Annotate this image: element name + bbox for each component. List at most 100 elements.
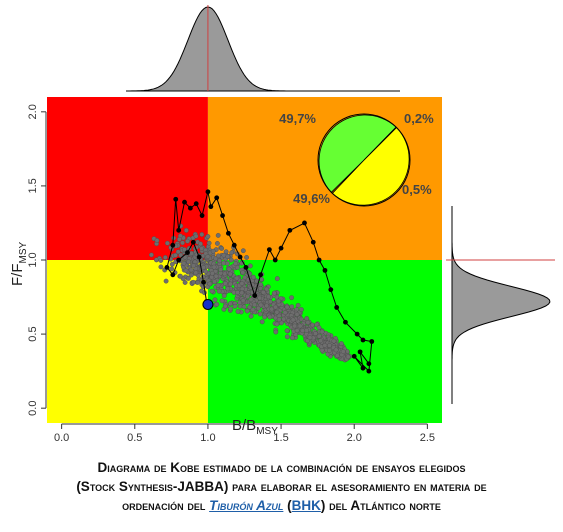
cloud-point bbox=[193, 233, 199, 239]
cloud-point bbox=[250, 274, 256, 280]
cloud-point bbox=[294, 328, 300, 333]
cloud-point bbox=[327, 342, 332, 348]
pie-chart: 49,7% 0,2% 49,6% 0,5% bbox=[279, 111, 434, 207]
pie-label: 49,6% bbox=[293, 191, 330, 206]
cloud-point bbox=[176, 236, 182, 242]
cloud-point bbox=[209, 270, 215, 276]
cloud-point bbox=[215, 253, 221, 259]
trajectory-point bbox=[182, 199, 187, 205]
trajectory-point bbox=[354, 331, 360, 337]
trajectory-point bbox=[226, 230, 231, 236]
cloud-point bbox=[225, 286, 231, 292]
plot-panel: 49,7% 0,2% 49,6% 0,5% bbox=[47, 97, 442, 423]
cloud-point bbox=[221, 293, 227, 299]
cloud-point bbox=[219, 245, 225, 251]
cloud-point bbox=[345, 354, 351, 360]
cloud-point bbox=[298, 307, 304, 312]
cloud-point bbox=[227, 301, 233, 306]
cloud-point bbox=[257, 295, 263, 301]
caption-line-2: (Stock Synthesis-JABBA) para elaborar el… bbox=[76, 479, 487, 494]
caption-text: ordenación del bbox=[122, 498, 210, 513]
cloud-point bbox=[278, 320, 284, 326]
cloud-point bbox=[199, 246, 205, 251]
cloud-point bbox=[181, 247, 187, 253]
cloud-point bbox=[195, 279, 201, 285]
cloud-point bbox=[199, 232, 205, 237]
cloud-point bbox=[206, 240, 212, 246]
cloud-point bbox=[177, 273, 183, 279]
cloud-point bbox=[228, 281, 233, 287]
caption-line-3: ordenación del Tiburón Azul (BHK) del At… bbox=[0, 496, 563, 515]
cloud-point bbox=[307, 335, 313, 340]
trajectory-line bbox=[166, 191, 373, 373]
pie-outline bbox=[317, 113, 411, 207]
cloud-point bbox=[244, 294, 250, 299]
cloud-point bbox=[235, 309, 241, 314]
right-marginal-density bbox=[446, 206, 555, 404]
trajectory-point bbox=[322, 267, 328, 273]
cloud-point bbox=[154, 238, 160, 243]
cloud-point bbox=[340, 349, 346, 354]
trajectory-point bbox=[214, 195, 220, 201]
cloud-point bbox=[190, 279, 196, 285]
trajectory-point bbox=[334, 305, 340, 310]
cloud-point bbox=[175, 249, 181, 255]
cloud-point bbox=[213, 273, 219, 279]
quadrant-overfished-overfishing bbox=[47, 97, 208, 260]
trajectory-point bbox=[243, 265, 249, 270]
cloud-point bbox=[241, 304, 247, 310]
y-axis-label: F/FMSY bbox=[9, 242, 29, 287]
trajectory-point bbox=[366, 368, 372, 374]
cloud-point bbox=[235, 290, 241, 295]
cloud-point bbox=[276, 317, 282, 322]
cloud-point bbox=[252, 302, 258, 308]
cloud-point bbox=[163, 278, 169, 284]
cloud-point bbox=[284, 328, 290, 334]
cloud-point bbox=[188, 272, 194, 278]
cloud-point bbox=[267, 299, 273, 305]
final-point bbox=[202, 298, 214, 310]
cloud-point bbox=[186, 259, 192, 265]
bhk-link[interactable]: BHK bbox=[291, 498, 321, 513]
cloud-point bbox=[244, 254, 250, 260]
y-axis: 0.0 0.5 1.0 1.5 2.0 bbox=[27, 104, 47, 416]
cloud-point bbox=[294, 311, 300, 317]
cloud-point bbox=[162, 255, 168, 260]
cloud-point bbox=[173, 252, 178, 258]
x-tick-label: 0.5 bbox=[127, 432, 142, 444]
cloud-point bbox=[153, 257, 159, 263]
cloud-point bbox=[181, 260, 187, 266]
cloud-point bbox=[244, 308, 250, 314]
cloud-point bbox=[227, 271, 233, 277]
trajectory-point bbox=[369, 339, 375, 344]
cloud-point bbox=[274, 321, 280, 327]
cloud-point bbox=[228, 257, 234, 263]
cloud-point bbox=[222, 303, 228, 309]
cloud-point bbox=[229, 250, 235, 256]
cloud-point bbox=[223, 249, 229, 255]
trajectory-point bbox=[196, 254, 202, 260]
caption-line-1: Diagrama de Kobe estimado de la combinac… bbox=[97, 460, 466, 475]
cloud-point bbox=[205, 254, 211, 260]
cloud-point bbox=[257, 311, 263, 317]
cloud-point bbox=[201, 264, 206, 270]
trajectory-point bbox=[258, 272, 263, 278]
cloud-point bbox=[217, 258, 222, 264]
caption-text: ) del Atlántico norte bbox=[320, 498, 441, 513]
cloud-point bbox=[334, 353, 340, 358]
trajectory-point bbox=[252, 293, 258, 298]
y-tick-label: 1.5 bbox=[27, 178, 39, 193]
trajectory-point bbox=[316, 257, 322, 263]
right-density-curve bbox=[451, 206, 551, 404]
cloud-point bbox=[333, 347, 339, 353]
quadrant-overfished bbox=[47, 260, 208, 423]
cloud-point bbox=[247, 304, 253, 310]
trajectory-point bbox=[193, 201, 199, 207]
x-tick-label: 0.0 bbox=[54, 432, 69, 444]
cloud-point bbox=[205, 234, 211, 239]
cloud-point bbox=[158, 264, 164, 270]
cloud-point bbox=[273, 329, 279, 335]
tiburon-azul-link[interactable]: Tiburón Azul bbox=[209, 498, 284, 513]
cloud-point bbox=[211, 264, 217, 270]
trajectory-point bbox=[328, 287, 334, 293]
